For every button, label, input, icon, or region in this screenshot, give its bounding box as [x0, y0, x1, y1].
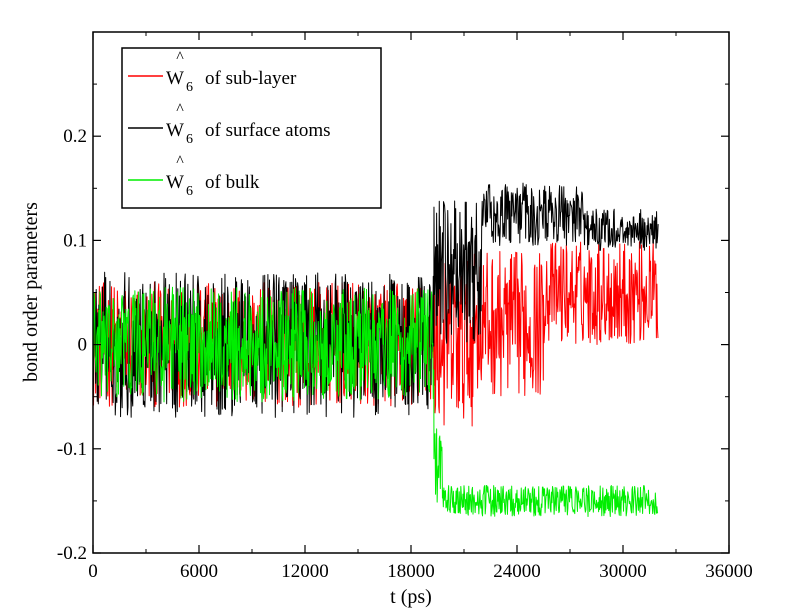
legend: ^W 6 of sub-layer^W 6 of surface atoms^W 6 of …	[121, 47, 382, 209]
y-tick-label: -0.2	[57, 543, 87, 564]
legend-label-sub: 6	[186, 80, 193, 95]
x-tick-label: 12000	[281, 561, 329, 582]
legend-hat: ^	[176, 49, 184, 66]
x-tick-label: 24000	[493, 561, 541, 582]
legend-label-text: of surface atoms	[205, 120, 331, 141]
x-tick-label: 0	[88, 561, 98, 582]
legend-hat: ^	[176, 101, 184, 118]
x-axis-label: t (ps)	[390, 586, 432, 608]
series-layer	[92, 182, 659, 517]
y-tick-label: 0	[78, 335, 88, 356]
series-line-3	[92, 286, 659, 517]
legend-label-text: of sub-layer	[205, 68, 297, 89]
legend-box	[121, 47, 382, 209]
x-tick-label: 30000	[599, 561, 647, 582]
legend-label-sub: 6	[186, 132, 193, 147]
x-tick-label: 36000	[705, 561, 753, 582]
legend-hat: ^	[176, 153, 184, 170]
x-tick-label: 18000	[387, 561, 435, 582]
x-tick-label: 6000	[180, 561, 218, 582]
legend-label-base: W	[166, 68, 184, 89]
legend-label-base: W	[166, 172, 184, 193]
y-axis-label: bond order parameters	[20, 202, 42, 382]
legend-label-base: W	[166, 120, 184, 141]
y-tick-label: 0.2	[63, 126, 87, 147]
y-tick-label: -0.1	[57, 439, 87, 460]
legend-label-text: of bulk	[205, 172, 260, 193]
y-tick-label: 0.1	[63, 230, 87, 251]
legend-label-sub: 6	[186, 184, 193, 199]
ticks-layer: 0 6000 12000 18000 24000 30000 36000 -0.2 -0.1 0 0…	[57, 32, 753, 582]
